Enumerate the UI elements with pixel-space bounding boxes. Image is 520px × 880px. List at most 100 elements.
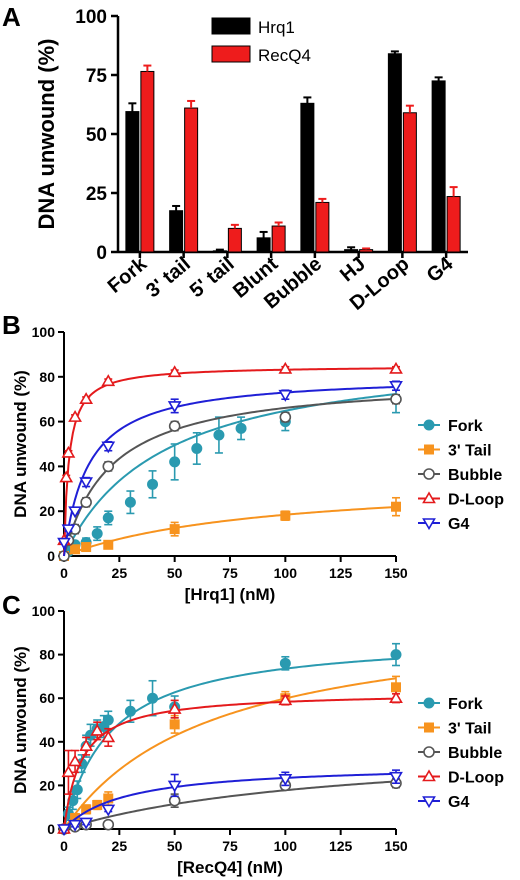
data-point-fork	[279, 657, 291, 669]
y-axis-title: DNA unwound (%)	[34, 38, 59, 229]
x-tick-label: Fork	[104, 252, 152, 297]
data-point-3tail	[103, 539, 114, 550]
data-point-g4	[68, 819, 82, 832]
data-point-g4	[278, 389, 293, 402]
x-tick-label: 75	[222, 565, 238, 581]
data-point-bubble	[390, 393, 402, 406]
x-tick-label: 100	[274, 565, 298, 581]
y-tick-label: 100	[32, 603, 56, 619]
panel-a-letter: A	[2, 2, 21, 32]
legend-marker-fork	[423, 419, 435, 431]
y-axis-title: DNA unwound (%)	[11, 370, 30, 518]
bar-hrq1-bubble	[300, 102, 315, 253]
data-point-fork	[147, 478, 159, 490]
data-point-dloop	[389, 361, 403, 374]
data-point-3tail	[391, 682, 401, 693]
data-point-fork	[213, 429, 225, 441]
data-point-3tail	[169, 524, 180, 535]
x-tick-label: 5' tail	[186, 253, 239, 302]
data-point-dloop	[68, 410, 82, 422]
data-point-g4	[101, 804, 116, 817]
data-point-g4	[79, 817, 94, 830]
fit-curve-dloop	[63, 697, 397, 830]
x-tick-label: 25	[112, 838, 128, 854]
fit-curve-dloop	[63, 367, 397, 557]
data-point-dloop	[278, 361, 293, 374]
legend-label-g4: G4	[448, 794, 469, 811]
data-point-dloop	[101, 374, 116, 387]
legend-label-hrq1: Hrq1	[258, 18, 295, 37]
y-tick-label: 20	[39, 777, 55, 793]
data-point-g4	[57, 537, 71, 550]
y-tick-label: 80	[39, 647, 55, 663]
data-point-g4	[68, 506, 82, 519]
x-axis-title: [RecQ4] (nM)	[177, 858, 283, 877]
legend-label-3tail: 3' Tail	[448, 443, 492, 460]
y-tick-label: 40	[39, 734, 55, 750]
x-tick-label: 125	[329, 838, 353, 854]
data-point-bubble	[168, 420, 181, 432]
data-point-dloop	[68, 754, 82, 767]
panel-b-letter: B	[2, 310, 21, 340]
x-tick-label: 75	[222, 838, 238, 854]
bar-hrq1-fork	[125, 111, 140, 253]
legend-label-g4: G4	[448, 516, 469, 533]
legend-label-bubble: Bubble	[448, 745, 502, 762]
bar-recq4-bubble	[315, 201, 330, 253]
legend-label-dloop: D-Loop	[448, 770, 504, 787]
bar-recq4-dloop	[402, 112, 417, 253]
bar-recq4-3tail	[184, 107, 199, 253]
legend-label-3tail: 3' Tail	[448, 721, 492, 738]
data-point-dloop	[167, 702, 182, 714]
bar-hrq1-blunt	[256, 237, 271, 253]
legend-marker-dloop	[422, 769, 436, 782]
fit-curve-3tail	[63, 506, 397, 557]
data-point-3tail	[103, 793, 114, 804]
data-point-dloop	[59, 470, 74, 483]
data-point-3tail	[280, 510, 291, 521]
x-tick-label: 25	[112, 565, 128, 581]
panel-b: B 0 20 40 60 80 100 0 25 50 75 100 125 150 DNA unwoun…	[2, 310, 504, 604]
data-point-bubble	[279, 411, 292, 423]
legend-marker-g4	[422, 518, 436, 531]
fit-curve-bubble	[63, 397, 397, 557]
legend-marker-3tail	[424, 722, 434, 733]
x-tick-label: 0	[60, 565, 68, 581]
panel-c-letter: C	[2, 590, 21, 620]
data-point-bubble	[168, 794, 181, 807]
legend-marker-fork	[423, 697, 435, 709]
data-point-3tail	[70, 544, 81, 555]
data-point-dloop	[389, 691, 403, 704]
data-point-fork	[390, 649, 402, 661]
x-tick-label: 125	[329, 565, 353, 581]
data-point-dloop	[167, 365, 182, 378]
data-point-3tail	[391, 501, 401, 512]
bar-recq4-g4	[446, 196, 461, 253]
series-dloop	[57, 691, 403, 834]
fit-curve-fork	[63, 657, 397, 830]
legend-marker-3tail	[424, 444, 434, 455]
data-point-3tail	[169, 719, 180, 730]
data-point-g4	[389, 771, 403, 784]
y-tick-label: 100	[75, 7, 107, 28]
data-point-dloop	[79, 392, 94, 405]
data-point-fork	[124, 496, 136, 508]
legend-marker-g4	[422, 796, 436, 809]
legend-label-fork: Fork	[448, 418, 483, 435]
data-point-bubble	[102, 460, 115, 473]
data-point-fork	[147, 692, 159, 704]
data-point-g4	[167, 401, 182, 414]
legend-marker-bubble	[423, 468, 435, 480]
legend-label-fork: Fork	[448, 696, 483, 713]
bar-recq4-blunt	[271, 225, 286, 253]
data-point-fork	[191, 442, 203, 454]
data-point-g4	[167, 780, 182, 793]
x-tick-label: 100	[274, 838, 298, 854]
data-point-dloop	[61, 445, 76, 458]
y-tick-label: 40	[39, 458, 55, 474]
legend-swatch-hrq1	[211, 17, 251, 35]
panel-c-plot: 0 20 40 60 80 100 0 25 50 75 100 125 150 DNA unwound …	[11, 603, 504, 877]
